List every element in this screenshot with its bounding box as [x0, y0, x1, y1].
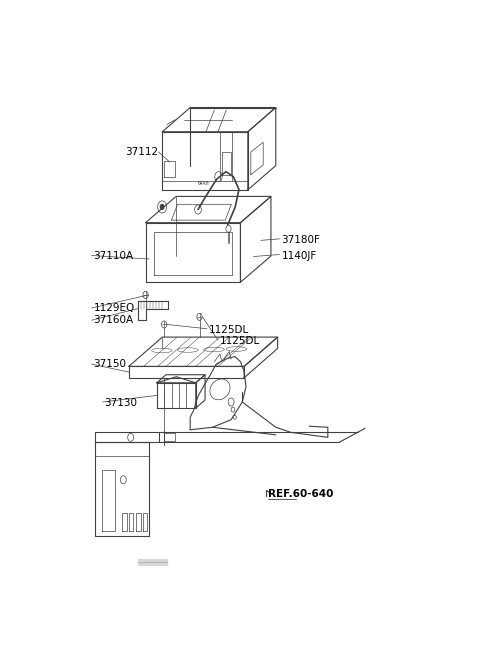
- Text: 37150: 37150: [94, 359, 126, 369]
- Text: 1129EQ: 1129EQ: [94, 303, 135, 313]
- Text: 1125DL: 1125DL: [209, 325, 249, 335]
- Text: 37160A: 37160A: [94, 315, 133, 325]
- Text: 64AH: 64AH: [198, 181, 209, 186]
- Text: 1125DL: 1125DL: [220, 337, 260, 346]
- Circle shape: [160, 205, 164, 209]
- Text: 37130: 37130: [105, 398, 138, 408]
- Text: 37110A: 37110A: [94, 251, 133, 260]
- Text: 37180F: 37180F: [281, 236, 320, 245]
- Text: REF.60-640: REF.60-640: [268, 489, 334, 499]
- Text: 1140JF: 1140JF: [281, 251, 317, 260]
- Text: 37112: 37112: [125, 147, 158, 157]
